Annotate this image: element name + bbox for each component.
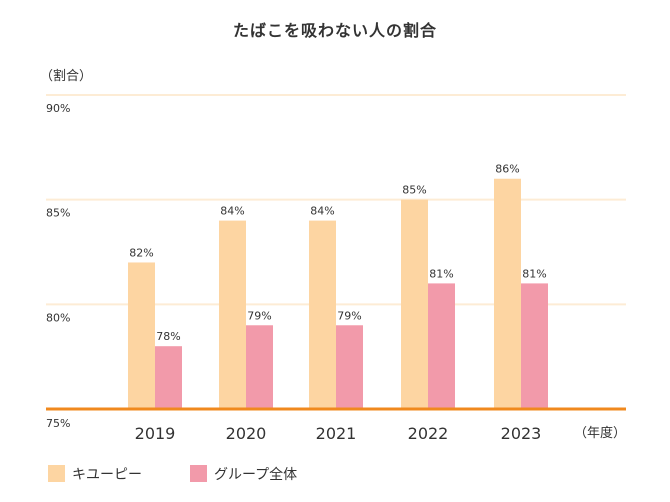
y-tick-label: 85% [46, 207, 70, 220]
data-label: 84% [310, 205, 334, 218]
bar-group-2019 [155, 346, 182, 409]
legend-swatch [190, 465, 207, 482]
bar-group-2020 [246, 325, 273, 409]
y-tick-label: 80% [46, 311, 70, 324]
bar-kewpie-2021 [309, 220, 336, 409]
chart-title: たばこを吸わない人の割合 [233, 21, 437, 40]
data-label: 78% [156, 330, 180, 343]
bar-group-2021 [336, 325, 363, 409]
legend-label: グループ全体 [214, 466, 297, 483]
bar-kewpie-2022 [401, 199, 428, 409]
bar-kewpie-2023 [494, 178, 521, 409]
x-tick-label: 2019 [135, 424, 176, 443]
x-axis-label: （年度） [574, 425, 626, 441]
y-tick-label: 90% [46, 102, 70, 115]
data-label: 82% [129, 246, 153, 259]
bar-group-2022 [428, 283, 455, 409]
y-tick-label: 75% [46, 417, 70, 430]
bar-group-2023 [521, 283, 548, 409]
data-label: 81% [429, 267, 453, 280]
data-label: 84% [220, 205, 244, 218]
data-label: 81% [522, 267, 546, 280]
x-tick-label: 2023 [501, 424, 542, 443]
y-axis-label: （割合） [40, 68, 92, 84]
x-tick-label: 2022 [408, 424, 449, 443]
data-label: 85% [402, 184, 426, 197]
bar-kewpie-2020 [219, 220, 246, 409]
x-tick-label: 2021 [316, 424, 357, 443]
bar-kewpie-2019 [128, 262, 155, 409]
legend-label: キユーピー [72, 467, 142, 483]
data-label: 79% [247, 309, 271, 322]
data-label: 86% [495, 163, 519, 176]
data-label: 79% [337, 309, 361, 322]
legend-swatch [48, 465, 65, 482]
x-tick-label: 2020 [226, 424, 267, 443]
